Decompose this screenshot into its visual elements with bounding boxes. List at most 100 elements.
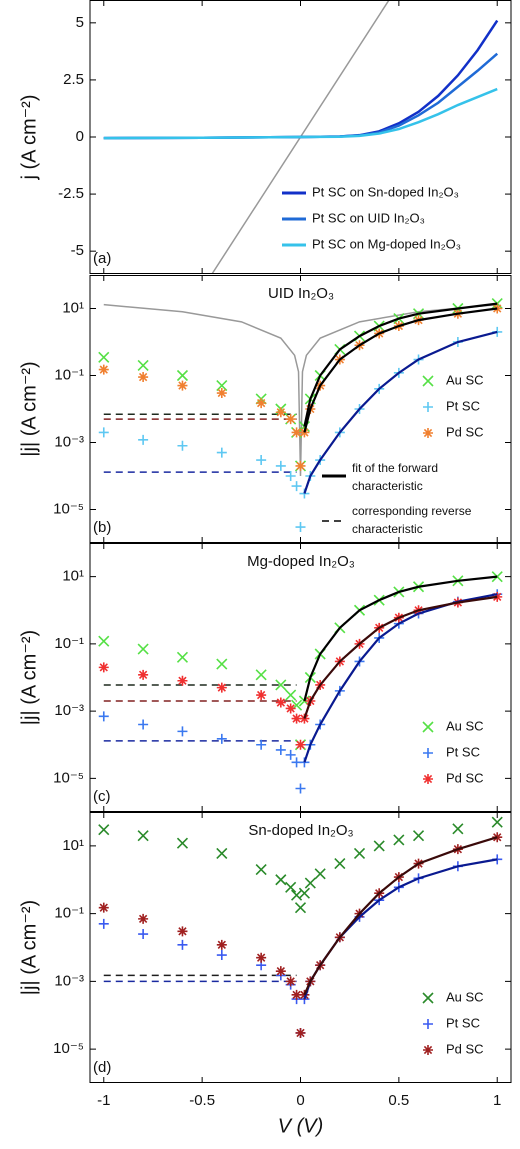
data-marker: [275, 407, 286, 418]
panel-frame: [89, 275, 512, 543]
plot-area: [98, 571, 503, 794]
data-marker: [294, 902, 307, 914]
x-tick-label: 0.5: [388, 1092, 409, 1109]
panel-frame: [89, 0, 512, 274]
legend-label: characteristic: [352, 479, 423, 493]
y-tick-label: 10¹: [62, 568, 84, 585]
y-axis-label: j (A cm⁻²): [18, 95, 40, 181]
y-tick-label: -5: [71, 242, 84, 259]
data-marker: [285, 414, 296, 425]
y-tick-label: 0: [76, 128, 84, 145]
legend-label: fit of the forward: [352, 461, 438, 475]
data-marker: [138, 913, 149, 924]
data-marker: [138, 719, 149, 730]
legend-swatch: [422, 375, 434, 387]
x-tick-label: 1: [493, 1092, 501, 1109]
legend-label: Au SC: [446, 718, 484, 733]
y-tick-label: 10⁻⁵: [53, 1040, 84, 1057]
y-tick-label: 10⁻³: [54, 972, 84, 989]
y-tick-label: 10⁻¹: [54, 905, 84, 922]
y-tick-label: 10⁻³: [54, 433, 84, 450]
data-marker: [216, 733, 227, 744]
legend-swatch: [423, 1045, 433, 1055]
panel-frame: [89, 543, 512, 812]
data-marker: [177, 926, 188, 937]
data-marker: [98, 662, 109, 673]
data-marker: [291, 989, 302, 1000]
panel-title: Sn-doped In₂O₃: [248, 822, 353, 839]
panel-frame: [89, 812, 512, 1083]
data-marker: [285, 749, 296, 760]
data-marker: [216, 388, 227, 399]
data-marker: [285, 703, 296, 714]
plot-area: [103, 0, 499, 274]
data-marker: [137, 359, 149, 371]
data-marker: [295, 460, 306, 471]
legend-swatch: [423, 428, 433, 438]
data-marker: [275, 460, 286, 471]
y-axis-label: |j| (A cm⁻²): [18, 361, 40, 456]
legend-label: characteristic: [352, 522, 423, 536]
forward-fit: [303, 307, 498, 433]
legend-label: Pd SC: [446, 770, 484, 785]
legend-label: Au SC: [446, 372, 484, 387]
data-marker: [138, 669, 149, 680]
forward-fit: [303, 836, 498, 996]
forward-fit: [303, 330, 498, 494]
legend-swatch: [423, 748, 433, 758]
panel-label: (d): [93, 1059, 111, 1076]
data-marker: [176, 369, 189, 382]
forward-fit: [303, 595, 498, 719]
data-marker: [275, 744, 286, 755]
data-marker: [98, 711, 109, 722]
y-tick-label: 10⁻¹: [54, 635, 84, 652]
data-marker: [177, 440, 188, 451]
forward-fit: [303, 858, 498, 1000]
y-tick-label: 10⁻⁵: [53, 769, 84, 786]
data-marker: [216, 447, 227, 458]
data-marker: [176, 837, 189, 849]
data-marker: [255, 669, 267, 681]
data-marker: [452, 823, 464, 835]
data-marker: [98, 364, 109, 375]
data-marker: [285, 881, 297, 893]
data-marker: [138, 929, 149, 940]
panel-title: Mg-doped In₂O₃: [247, 553, 355, 570]
y-tick-label: 5: [76, 14, 84, 31]
plot-area: [98, 298, 503, 533]
data-marker: [216, 380, 228, 392]
y-tick-label: 10¹: [62, 837, 84, 854]
data-marker: [412, 830, 425, 842]
data-marker: [177, 939, 188, 950]
data-marker: [216, 847, 228, 859]
data-marker: [285, 689, 297, 701]
data-marker: [334, 858, 346, 870]
data-marker: [216, 658, 228, 670]
y-tick-label: -2.5: [58, 185, 84, 202]
data-marker: [314, 868, 326, 880]
data-marker: [98, 824, 110, 836]
x-axis-label: V (V): [278, 1115, 324, 1137]
data-marker: [291, 713, 302, 724]
data-marker: [295, 1027, 306, 1038]
legend-label: Pt SC: [446, 744, 480, 759]
plot-area: [98, 816, 503, 1038]
data-marker: [256, 952, 267, 963]
data-marker: [491, 816, 503, 828]
legend-label: Pt SC: [446, 1015, 480, 1030]
data-marker: [256, 739, 267, 750]
forward-fit: [303, 593, 498, 763]
series-line: [103, 19, 499, 140]
legend-label: Pt SC on UID In₂O₃: [312, 210, 425, 225]
data-marker: [98, 351, 110, 363]
panel-label: (a): [93, 250, 111, 267]
y-tick-label: 2.5: [63, 71, 84, 88]
data-marker: [353, 847, 366, 859]
data-marker: [373, 840, 385, 852]
data-marker: [216, 950, 227, 961]
series-line: [103, 87, 498, 140]
data-marker: [98, 635, 110, 647]
legend-label: Pt SC on Mg-doped In₂O₃: [312, 236, 461, 251]
data-marker: [291, 481, 302, 492]
